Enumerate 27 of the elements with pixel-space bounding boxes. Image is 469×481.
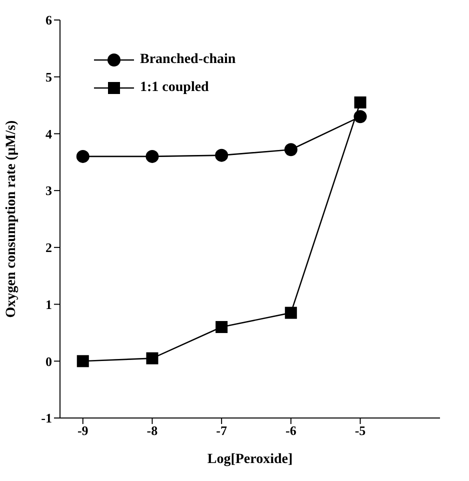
y-tick-label: 2 <box>46 240 52 256</box>
y-tick-label: 1 <box>46 296 52 312</box>
x-tick-label: -5 <box>354 423 366 438</box>
y-tick-label: 4 <box>46 126 52 142</box>
y-tick-label: 6 <box>46 12 52 28</box>
x-tick-label: -9 <box>77 423 89 438</box>
point <box>215 148 228 162</box>
x-tick-label: -8 <box>146 423 158 438</box>
y-axis-title: Oxygen consumption rate (µM/s) <box>4 120 19 318</box>
point <box>76 355 89 368</box>
point <box>76 150 90 163</box>
point <box>354 110 367 124</box>
point <box>146 150 159 163</box>
y-tick-label: 3 <box>46 183 52 198</box>
point <box>284 143 298 156</box>
y-tick-label: -1 <box>41 410 52 426</box>
y-tick-label: 0 <box>46 354 52 369</box>
legend-label: 1:1 coupled <box>140 80 209 96</box>
y-tick-label: 5 <box>46 69 52 84</box>
point <box>354 96 366 108</box>
x-axis-title: Log[Peroxide] <box>207 452 293 467</box>
point <box>146 352 158 364</box>
point <box>284 306 297 319</box>
x-tick-label: -7 <box>216 423 228 438</box>
legend-label: Branched-chain <box>140 52 236 68</box>
x-tick-label: -6 <box>285 423 297 438</box>
point <box>216 321 228 334</box>
